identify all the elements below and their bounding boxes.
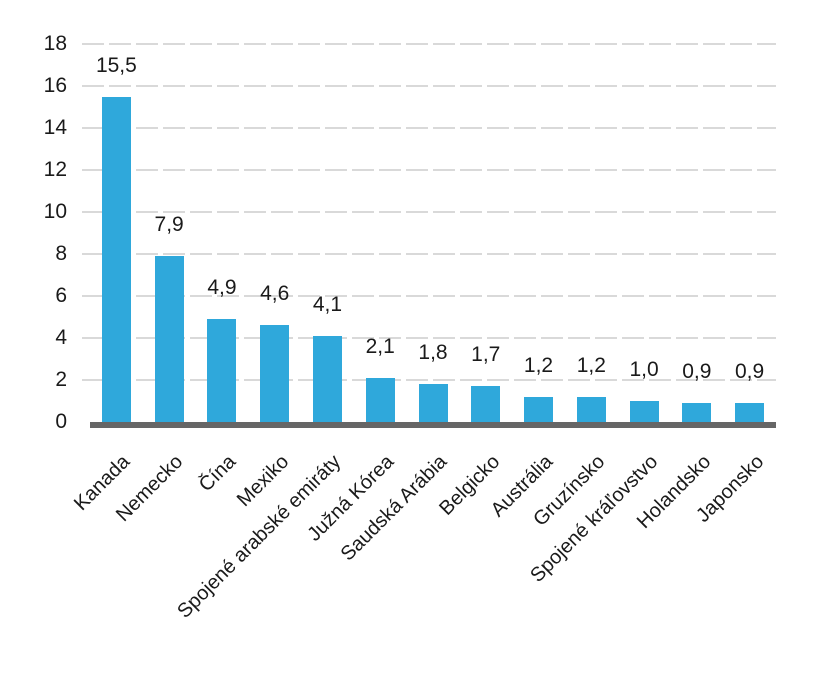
gridline — [82, 211, 776, 213]
bar — [471, 386, 501, 422]
y-tick-label: 8 — [55, 242, 67, 265]
bar — [154, 256, 184, 422]
bar — [260, 325, 290, 422]
gridline — [82, 169, 776, 171]
bar — [207, 319, 237, 422]
bar-value-label: 0,9 — [735, 360, 765, 384]
gridline — [82, 127, 776, 129]
gridline — [82, 85, 776, 87]
bar-value-label: 7,9 — [154, 213, 184, 237]
gridline — [82, 253, 776, 255]
y-tick-label: 12 — [43, 158, 67, 181]
gridline — [82, 295, 776, 297]
bar — [735, 403, 765, 422]
bar — [101, 96, 131, 422]
y-tick-label: 2 — [55, 368, 67, 391]
gridline — [82, 337, 776, 339]
bar-value-label: 1,0 — [629, 358, 659, 381]
bar — [418, 384, 448, 422]
y-tick-label: 0 — [55, 410, 67, 433]
y-tick-label: 10 — [43, 200, 67, 223]
bar-value-label: 1,7 — [471, 343, 501, 367]
bar — [365, 377, 395, 422]
x-axis-line — [90, 422, 776, 428]
bar-value-label: 1,2 — [523, 353, 554, 377]
bar-value-label: 4,9 — [207, 276, 237, 300]
bar-value-label: 15,5 — [95, 53, 137, 77]
bar — [524, 396, 554, 422]
y-tick-label: 4 — [55, 326, 67, 349]
bar-value-label: 2,1 — [365, 334, 395, 358]
gridline — [82, 379, 776, 381]
bar — [312, 335, 342, 422]
bar-value-label: 1,8 — [418, 341, 448, 365]
y-tick-label: 14 — [43, 116, 67, 139]
bar-value-label: 4,1 — [312, 292, 343, 316]
bar-value-label: 0,9 — [682, 360, 712, 384]
y-tick-label: 18 — [43, 32, 67, 55]
bar-value-label: 4,6 — [260, 282, 290, 306]
y-tick-label: 6 — [55, 284, 67, 307]
gridline — [82, 43, 776, 45]
bar-value-label: 1,2 — [576, 353, 606, 377]
bar — [629, 401, 659, 422]
bar — [576, 396, 606, 422]
bar — [682, 403, 712, 422]
y-tick-label: 16 — [43, 74, 67, 97]
